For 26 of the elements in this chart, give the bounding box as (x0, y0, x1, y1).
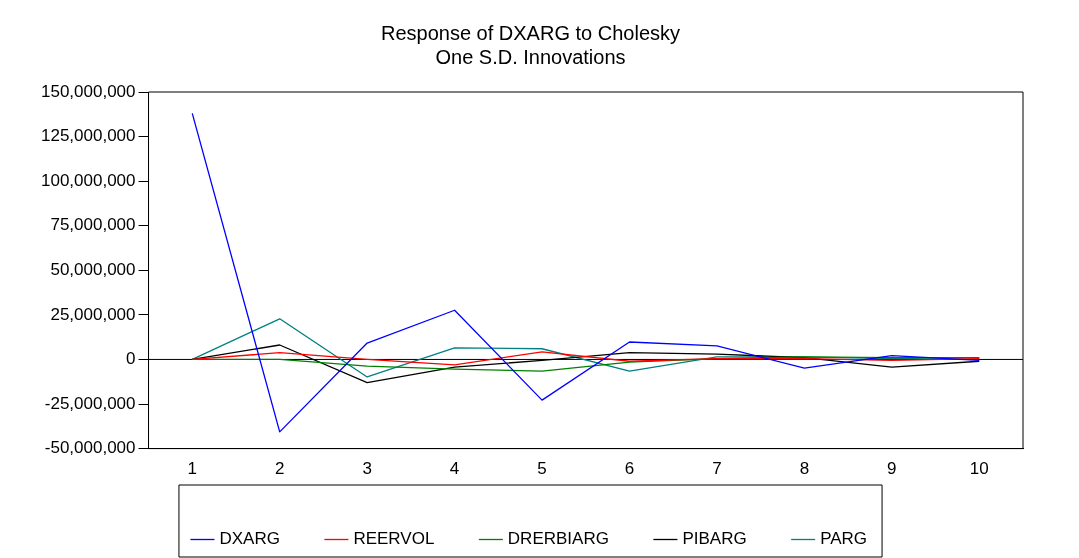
x-tick-label: 2 (274, 459, 285, 479)
y-tick-label: 150,000,000 (40, 81, 136, 101)
chart-subtitle: One S.D. Innovations (435, 45, 626, 68)
x-tick-label: 9 (887, 459, 897, 479)
x-tick-label: 5 (537, 459, 547, 479)
x-tick-label: 4 (449, 459, 460, 479)
x-tick-label: 7 (712, 459, 722, 479)
legend-label: PIBARG (682, 529, 747, 549)
y-tick-label: -25,000,000 (44, 393, 136, 413)
y-tick-label: 0 (126, 349, 136, 369)
x-tick-label: 3 (362, 459, 372, 479)
y-tick-label: 25,000,000 (50, 304, 136, 324)
legend-label: REERVOL (353, 529, 435, 549)
legend-label: PARG (820, 529, 868, 549)
x-tick-label: 1 (187, 459, 197, 479)
y-tick-label: 75,000,000 (50, 215, 136, 235)
legend-label: DRERBIARG (507, 529, 609, 549)
x-tick-label: 8 (799, 459, 810, 479)
y-tick-label: 100,000,000 (40, 170, 136, 190)
chart-title: Response of DXARG to Cholesky (380, 21, 681, 44)
y-tick-label: -50,000,000 (44, 438, 136, 458)
legend-label: DXARG (219, 529, 280, 549)
y-tick-label: 50,000,000 (50, 259, 136, 279)
x-tick-label: 10 (969, 459, 989, 479)
x-tick-label: 6 (624, 459, 635, 479)
y-tick-label: 125,000,000 (40, 126, 136, 146)
